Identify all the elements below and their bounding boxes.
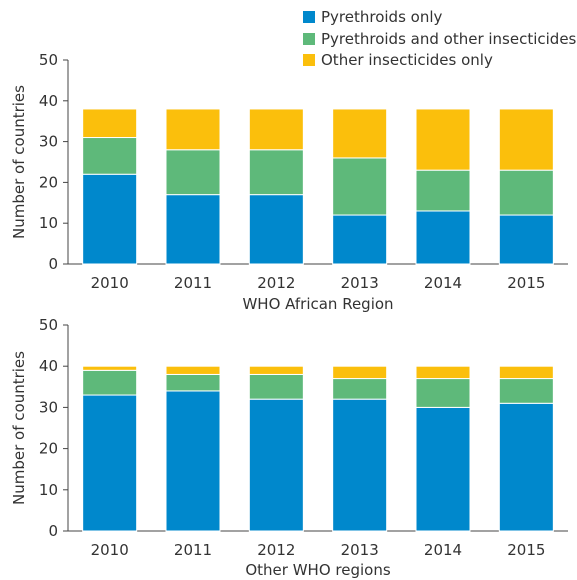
legend-swatch — [303, 33, 315, 45]
x-tick-label: 2010 — [91, 274, 129, 292]
bar-segment — [332, 214, 388, 265]
y-tick-label: 20 — [39, 440, 58, 458]
x-tick-label: 2012 — [257, 274, 295, 292]
bar-segment — [82, 108, 138, 139]
x-axis-title: Other WHO regions — [245, 561, 390, 579]
bar-segment — [248, 149, 304, 196]
bar-segment — [165, 365, 221, 375]
y-tick-label: 30 — [39, 398, 58, 416]
bar-segment — [415, 365, 471, 380]
bar-segment — [165, 108, 221, 151]
x-tick-label: 2014 — [424, 274, 462, 292]
bar-segment — [332, 378, 388, 400]
bar-segment — [498, 169, 554, 216]
y-tick-label: 0 — [48, 255, 58, 273]
bar-segment — [248, 194, 304, 265]
x-tick-label: 2014 — [424, 541, 462, 559]
y-axis-title: Number of countries — [10, 351, 28, 505]
bar-segment — [332, 157, 388, 216]
y-tick-label: 20 — [39, 173, 58, 191]
y-tick-label: 50 — [39, 316, 58, 334]
y-axis-title: Number of countries — [10, 85, 28, 239]
y-tick-label: 30 — [39, 133, 58, 151]
legend: Pyrethroids only Pyrethroids and other in… — [303, 8, 577, 69]
y-tick-label: 0 — [48, 522, 58, 540]
legend-label: Pyrethroids only — [321, 8, 443, 26]
x-tick-label: 2011 — [174, 274, 212, 292]
x-tick-label: 2013 — [341, 274, 379, 292]
bar-segment — [498, 365, 554, 380]
y-tick-label: 10 — [39, 214, 58, 232]
bar-segment — [415, 169, 471, 212]
x-tick-label: 2011 — [174, 541, 212, 559]
bar-segment — [248, 108, 304, 151]
bar-segment — [165, 149, 221, 196]
bar-segment — [248, 398, 304, 532]
legend-swatch — [303, 54, 315, 66]
bar-segment — [165, 390, 221, 532]
chart-panel-african-region: 0 10 20 30 40 50 2010 2011 2012 2013 2014 2015 WHO A… — [10, 51, 568, 313]
bar-segment — [82, 394, 138, 532]
y-tick-label: 50 — [39, 51, 58, 69]
bar-segment — [415, 210, 471, 265]
x-tick-label: 2015 — [507, 541, 545, 559]
bar-segment — [82, 173, 138, 265]
y-tick-label: 40 — [39, 357, 58, 375]
x-tick-label: 2015 — [507, 274, 545, 292]
bar-segment — [82, 365, 138, 371]
bar-segment — [498, 378, 554, 404]
x-axis-title: WHO African Region — [242, 295, 393, 313]
bar-segment — [248, 365, 304, 375]
bar-segment — [498, 214, 554, 265]
x-tick-label: 2012 — [257, 541, 295, 559]
bar-segment — [415, 406, 471, 532]
bar-segment — [165, 194, 221, 265]
bar-segment — [82, 137, 138, 175]
bar-segment — [332, 108, 388, 159]
bar-segment — [248, 373, 304, 400]
legend-label: Other insecticides only — [321, 51, 493, 69]
y-tick-label: 10 — [39, 481, 58, 499]
bar-segment — [415, 378, 471, 408]
bar-segment — [498, 402, 554, 532]
bar-segment — [82, 369, 138, 396]
bar-segment — [165, 373, 221, 392]
bar-segment — [332, 398, 388, 532]
x-tick-label: 2013 — [341, 541, 379, 559]
y-tick-label: 40 — [39, 92, 58, 110]
bar-segment — [498, 108, 554, 171]
bar-segment — [415, 108, 471, 171]
legend-label: Pyrethroids and other insecticides — [321, 30, 577, 48]
legend-swatch — [303, 11, 315, 23]
bar-segment — [332, 365, 388, 380]
x-tick-label: 2010 — [91, 541, 129, 559]
chart-panel-other-regions: 0 10 20 30 40 50 2010 2011 2012 2013 2014 2015 Other… — [10, 316, 568, 579]
